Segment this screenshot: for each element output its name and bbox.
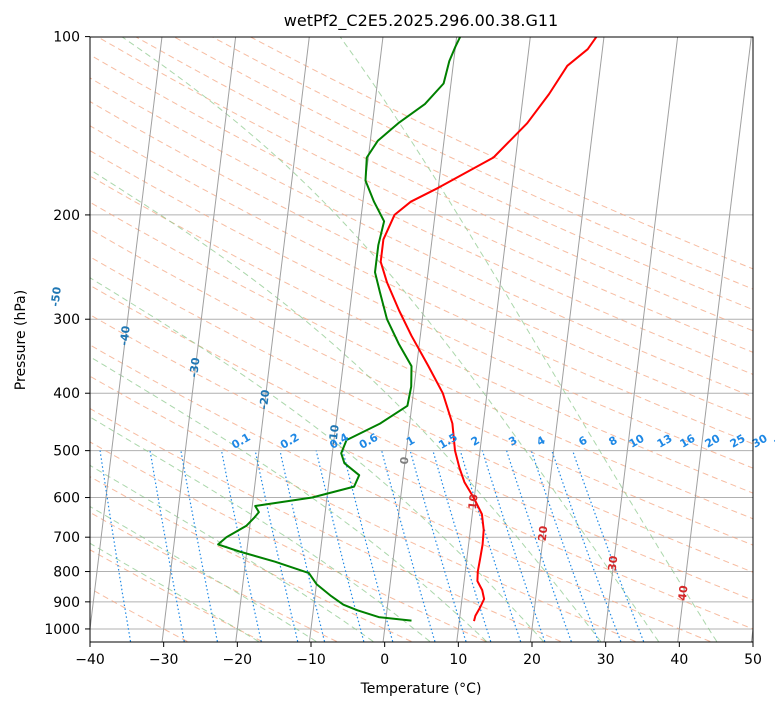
moist-adiabat <box>90 416 431 642</box>
dry-adiabat <box>90 314 753 630</box>
x-tick-label: −10 <box>296 652 326 668</box>
isotherm-line <box>456 37 531 642</box>
isotherm-label: -10 <box>326 424 341 446</box>
dry-adiabat <box>90 284 753 601</box>
x-tick-label: 50 <box>744 652 762 668</box>
moist-adiabat <box>90 464 374 642</box>
isotherm-line <box>603 37 679 642</box>
mixing-ratio-label: 36 <box>772 432 775 451</box>
x-tick-label: 10 <box>449 652 467 668</box>
isotherm-line <box>308 37 384 642</box>
mixing-ratio-line <box>572 450 645 642</box>
dry-adiabat <box>90 549 263 642</box>
y-tick-label: 100 <box>53 30 80 46</box>
mixing-ratio-line <box>409 450 467 642</box>
isotherm-line <box>235 37 310 642</box>
mixing-ratio-line <box>381 450 436 642</box>
isotherm-label: -50 <box>49 286 64 308</box>
mixing-ratio-line <box>180 450 218 642</box>
dry-adiabat <box>173 37 753 311</box>
plot-frame <box>89 36 754 643</box>
moist-adiabat <box>90 356 487 642</box>
dry-adiabat <box>90 54 753 375</box>
dry-adiabat <box>90 228 753 546</box>
dry-adiabat <box>135 37 753 332</box>
isotherm-label: -20 <box>257 389 272 411</box>
y-tick-label: 300 <box>53 312 80 328</box>
x-tick-label: 30 <box>597 652 615 668</box>
mixing-ratio-line <box>551 450 622 642</box>
isotherm-label: -40 <box>117 325 132 347</box>
mixing-ratio-line <box>481 450 546 642</box>
dry-adiabat <box>90 441 487 642</box>
axes-layer: −40 −30 −20 −10 0 10 20 30 40 5010009008007006005… <box>44 30 762 668</box>
x-tick-label: 40 <box>670 652 688 668</box>
mixing-ratio-line <box>530 450 599 642</box>
x-tick-label: 20 <box>523 652 541 668</box>
isotherm-label: 30 <box>606 555 621 572</box>
isotherm-label: 0 <box>398 456 412 466</box>
y-tick-label: 900 <box>53 595 80 611</box>
mixing-ratio-line <box>279 450 326 642</box>
grid-layer <box>90 37 753 642</box>
dry-adiabat <box>90 125 753 445</box>
x-tick-label: 0 <box>380 652 389 668</box>
dry-adiabat <box>90 150 753 469</box>
isotherm-label: -30 <box>187 357 202 379</box>
isotherm-line <box>382 37 458 642</box>
y-tick-label: 200 <box>53 208 80 224</box>
series-layer <box>217 37 598 622</box>
isotherm-line <box>161 37 237 642</box>
moist-adiabat <box>90 169 602 642</box>
dry-adiabat <box>90 201 753 520</box>
x-tick-label: −40 <box>75 652 105 668</box>
isotherm-label: 20 <box>536 525 551 542</box>
mixing-ratio-line <box>220 450 262 642</box>
mixing-ratio-line <box>432 450 492 642</box>
isotherm-line <box>677 37 752 642</box>
dry-adiabat <box>90 344 711 642</box>
mixing-ratio-line <box>459 450 522 642</box>
temperature-profile-line <box>379 37 598 622</box>
y-axis-label: Pressure (hPa) <box>13 290 29 390</box>
y-tick-label: 1000 <box>44 622 80 638</box>
isotherm-label: 40 <box>676 584 691 601</box>
y-tick-label: 800 <box>53 565 80 581</box>
y-tick-label: 700 <box>53 530 80 546</box>
isotherm-line <box>529 37 605 642</box>
x-tick-label: −20 <box>223 652 253 668</box>
x-tick-label: −30 <box>149 652 179 668</box>
dry-adiabat <box>90 77 753 398</box>
isotherm-label: 10 <box>466 493 481 510</box>
dewpoint-profile-line <box>217 37 462 622</box>
isotherm-line <box>90 37 163 634</box>
plot-area <box>90 37 753 642</box>
y-tick-label: 400 <box>53 386 80 402</box>
y-tick-label: 600 <box>53 491 80 507</box>
dry-adiabat <box>90 407 562 642</box>
mixing-ratio-line <box>506 450 572 642</box>
x-axis-label: Temperature (°C) <box>360 681 482 697</box>
y-tick-label: 500 <box>53 444 80 460</box>
chart-title: wetPf2_C2E5.2025.296.00.38.G11 <box>284 11 558 31</box>
moist-adiabat <box>121 37 659 642</box>
moist-adiabat <box>90 542 259 642</box>
moist-adiabat <box>339 37 718 642</box>
dry-adiabat <box>90 511 337 642</box>
